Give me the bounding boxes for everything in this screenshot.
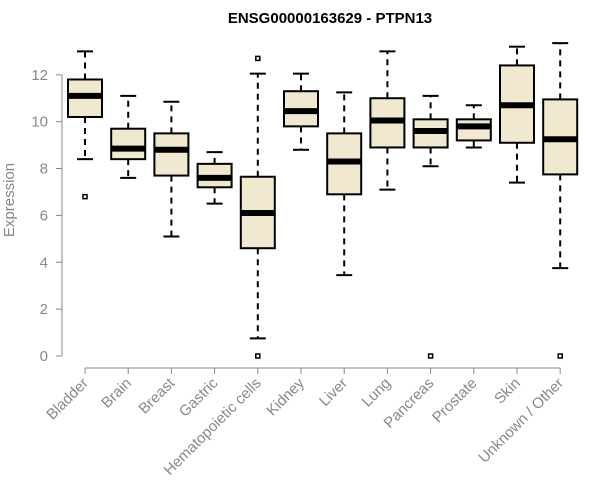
box-brain (110, 94, 147, 179)
plot-area (67, 42, 579, 359)
box-pancreas (412, 94, 449, 359)
x-tick-label: Bladder (43, 375, 92, 424)
iqr-box (153, 132, 190, 177)
x-tick-label: Liver (316, 375, 351, 410)
outlier-point (255, 353, 261, 359)
box-skin (499, 45, 535, 184)
chart-title: ENSG00000163629 - PTPN13 (228, 10, 432, 27)
x-tick-label: Lung (359, 375, 395, 411)
box-liver (326, 91, 363, 277)
outlier-point (255, 55, 261, 62)
y-tick-label: 4 (40, 254, 48, 271)
box-lung (369, 50, 406, 191)
iqr-box (110, 127, 147, 161)
outlier-point (427, 353, 434, 359)
x-tick-label: Prostate (429, 375, 481, 427)
y-axis: 0 2 4 6 8 10 12 (31, 67, 63, 365)
y-tick-label: 12 (31, 67, 48, 84)
outlier-point (557, 353, 563, 359)
x-tick-label: Brain (98, 375, 135, 412)
box-gastric (196, 151, 233, 205)
x-tick-label: Kidney (263, 374, 308, 419)
y-tick-label: 6 (40, 207, 48, 224)
y-tick-label: 2 (40, 301, 48, 318)
box-kidney (283, 72, 319, 151)
x-tick-label: Breast (136, 374, 179, 417)
iqr-box (455, 118, 492, 142)
outlier-point (82, 193, 88, 200)
y-tick-label: 0 (40, 348, 48, 365)
box-bladder (67, 50, 103, 200)
box-unknown-other (542, 42, 579, 359)
x-tick-label: Skin (491, 375, 524, 408)
y-tick-label: 10 (31, 114, 48, 131)
box-breast (153, 100, 190, 238)
box-hematopoietic-cells (239, 55, 276, 359)
y-axis-label: Expression (1, 163, 18, 237)
y-tick-label: 8 (40, 161, 48, 178)
box-prostate (455, 104, 492, 149)
